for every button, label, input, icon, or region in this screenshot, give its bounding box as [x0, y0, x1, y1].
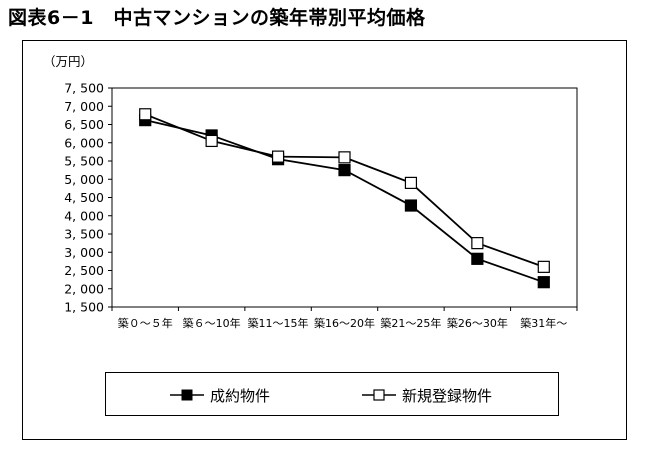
- y-tick-label: 5, 000: [64, 172, 104, 187]
- y-tick-label: 7, 500: [64, 81, 104, 96]
- legend-label-contracted: 成約物件: [210, 386, 271, 405]
- x-tick-label: 築０～５年: [118, 316, 173, 330]
- data-point-contracted: [537, 276, 550, 289]
- y-tick-label: 2, 000: [64, 281, 104, 296]
- y-tick-label: 3, 000: [64, 245, 104, 260]
- legend-item-new-listing: 新規登録物件: [362, 373, 492, 417]
- x-tick-label: 築16～20年: [314, 316, 375, 330]
- y-tick-label: 4, 000: [64, 208, 104, 223]
- y-tick-label: 6, 000: [64, 135, 104, 150]
- x-tick-label: 築11～15年: [248, 316, 309, 330]
- y-unit-label: （万円）: [43, 54, 93, 69]
- series-line-contracted: [145, 119, 545, 284]
- data-point-contracted: [338, 164, 351, 177]
- figure-title: 図表6－1 中古マンションの築年帯別平均価格: [8, 7, 426, 29]
- data-point-new-listing: [139, 108, 152, 121]
- data-point-contracted: [404, 199, 418, 212]
- y-tick-label: 6, 500: [64, 117, 104, 132]
- y-tick-label: 7, 000: [64, 99, 104, 114]
- x-tick-label: 築６～10年: [183, 316, 241, 330]
- legend-swatch-open-square: [362, 389, 396, 401]
- data-point-new-listing: [338, 151, 351, 164]
- x-tick-label: 築21～25年: [380, 316, 441, 330]
- y-tick-label: 3, 500: [64, 227, 104, 242]
- plot-area: [111, 87, 578, 308]
- data-point-new-listing: [271, 150, 285, 163]
- y-tick-label: 4, 500: [64, 190, 104, 205]
- legend-swatch-filled-square: [170, 389, 204, 401]
- legend: 成約物件 新規登録物件: [105, 372, 559, 416]
- data-point-new-listing: [471, 237, 484, 250]
- x-tick-label: 築31年～: [520, 316, 567, 330]
- y-tick-label: 1, 500: [64, 300, 104, 315]
- x-tick-label: 築26～30年: [447, 316, 508, 330]
- chart-frame: [22, 40, 627, 440]
- y-tick-label: 5, 500: [64, 154, 104, 169]
- legend-label-new-listing: 新規登録物件: [402, 386, 493, 405]
- data-point-new-listing: [537, 260, 550, 273]
- data-point-contracted: [471, 252, 484, 265]
- y-tick-label: 2, 500: [64, 263, 104, 278]
- series-line-new-listing: [144, 113, 545, 268]
- legend-item-contracted: 成約物件: [170, 373, 270, 417]
- data-point-new-listing: [404, 176, 418, 189]
- data-point-new-listing: [205, 134, 218, 148]
